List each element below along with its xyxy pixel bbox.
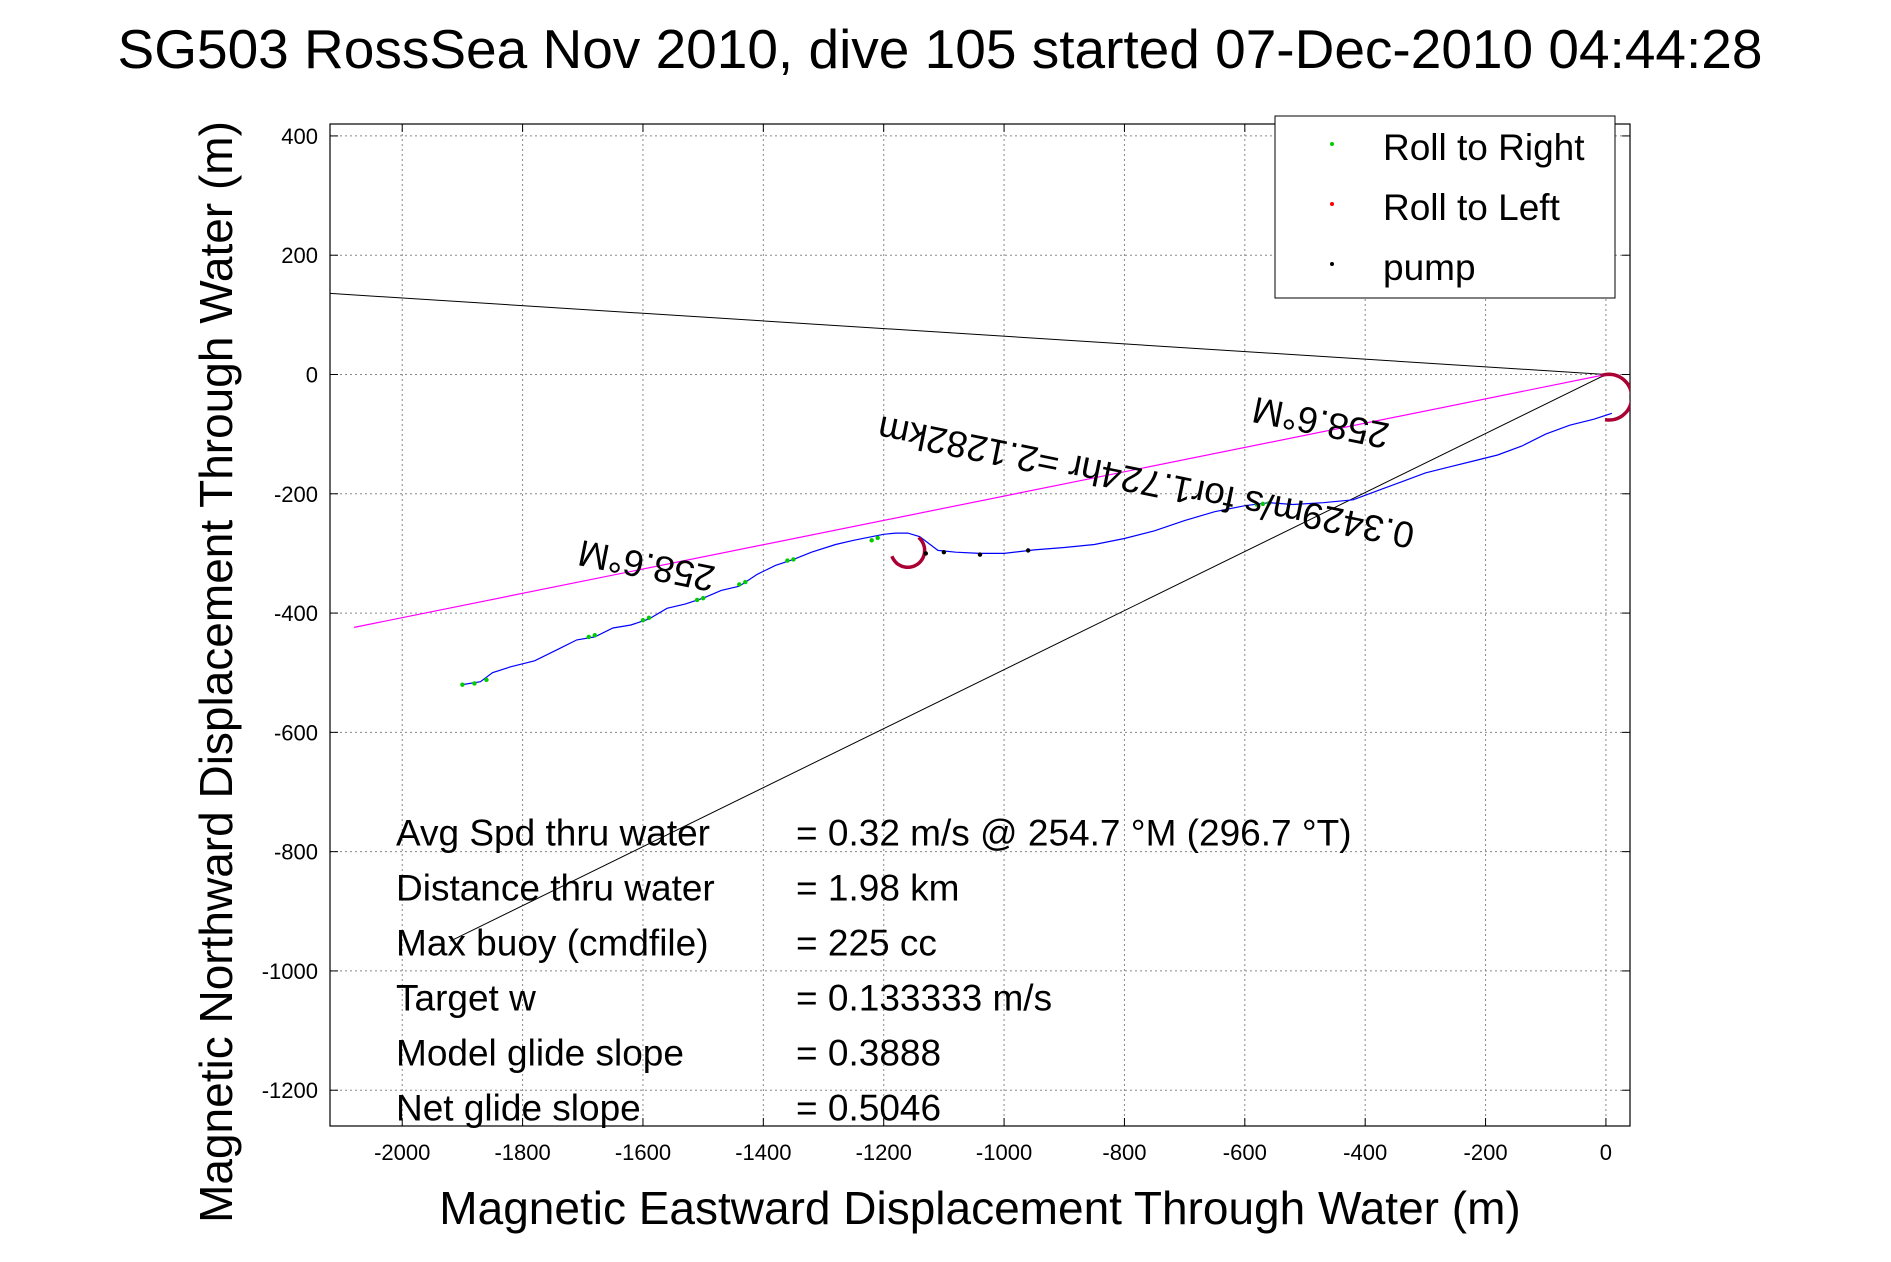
x-tick-label: -1200 bbox=[856, 1140, 912, 1165]
stat-value: = 0.5046 bbox=[796, 1088, 941, 1129]
legend-label: Roll to Left bbox=[1383, 187, 1561, 228]
y-tick-label: 400 bbox=[281, 124, 318, 149]
roll-right-point bbox=[1254, 502, 1260, 507]
x-tick-label: -1600 bbox=[615, 1140, 671, 1165]
pump-point bbox=[941, 550, 947, 555]
y-tick-label: -200 bbox=[274, 482, 318, 507]
roll-right-point bbox=[869, 538, 874, 543]
roll-right-point bbox=[743, 579, 748, 585]
track-line bbox=[462, 412, 1613, 686]
x-tick-label: -1800 bbox=[494, 1140, 550, 1165]
legend-box bbox=[1274, 115, 1616, 299]
annotation-label: 258.6°M bbox=[1249, 389, 1393, 457]
stat-label: Target w bbox=[396, 978, 536, 1019]
legend: Roll to Right Roll to Left pump bbox=[1274, 115, 1616, 299]
roll-right-point bbox=[472, 681, 477, 686]
legend-label: pump bbox=[1383, 247, 1476, 288]
y-tick-label: -600 bbox=[274, 720, 318, 745]
stat-label: Net glide slope bbox=[396, 1088, 641, 1129]
stat-value: = 0.133333 m/s bbox=[796, 978, 1052, 1019]
chart-title: SG503 RossSea Nov 2010, dive 105 started… bbox=[118, 18, 1763, 80]
roll-right-point bbox=[785, 558, 790, 563]
x-tick-label: -2000 bbox=[374, 1140, 430, 1165]
legend-marker bbox=[1330, 142, 1334, 146]
turn-arc bbox=[890, 536, 927, 570]
plot-frame bbox=[329, 123, 1631, 1127]
stat-value: = 0.32 m/s @ 254.7 °M (296.7 °T) bbox=[796, 813, 1352, 854]
x-tick-label: -600 bbox=[1223, 1140, 1267, 1165]
heading-line bbox=[353, 373, 1607, 628]
stat-label: Avg Spd thru water bbox=[396, 813, 710, 854]
roll-right-point bbox=[1260, 501, 1266, 507]
stat-label: Max buoy (cmdfile) bbox=[396, 923, 709, 964]
y-tick-label: -1000 bbox=[262, 959, 318, 984]
stat-value: = 1.98 km bbox=[796, 868, 960, 909]
pump-point bbox=[1025, 548, 1031, 553]
roll-right-point bbox=[646, 615, 652, 621]
roll-right-point bbox=[791, 557, 796, 562]
roll-right-point bbox=[875, 535, 880, 541]
plot-area bbox=[330, 292, 1630, 942]
roll-right-point bbox=[640, 618, 646, 623]
pump-point bbox=[977, 552, 983, 557]
stats-block: Avg Spd thru water = 0.32 m/s @ 254.7 °M … bbox=[396, 813, 1352, 1129]
axes: -2000 -1800 -1600 -1400 -1200 -1000 -800 -600 -4… bbox=[262, 123, 1631, 1165]
x-tick-label: -200 bbox=[1464, 1140, 1508, 1165]
x-axis-label: Magnetic Eastward Displacement Through W… bbox=[439, 1182, 1520, 1234]
stat-value: = 225 cc bbox=[796, 923, 937, 964]
x-tick-label: -400 bbox=[1343, 1140, 1387, 1165]
x-tick-label: -1000 bbox=[976, 1140, 1032, 1165]
stat-label: Distance thru water bbox=[396, 868, 715, 909]
roll-right-point bbox=[484, 677, 489, 683]
y-tick-label: 200 bbox=[281, 243, 318, 268]
roll-right-point bbox=[694, 597, 700, 603]
roll-right-point bbox=[592, 632, 598, 638]
legend-label: Roll to Right bbox=[1383, 127, 1585, 168]
y-tick-label: -400 bbox=[274, 601, 318, 626]
guide-line bbox=[330, 292, 1606, 375]
roll-right-point bbox=[586, 634, 591, 640]
legend-marker bbox=[1330, 262, 1334, 266]
x-tick-label: 0 bbox=[1600, 1140, 1612, 1165]
y-tick-label: 0 bbox=[306, 363, 318, 388]
y-axis-label: Magnetic Northward Displacement Through … bbox=[190, 121, 242, 1223]
x-tick-label: -1400 bbox=[735, 1140, 791, 1165]
y-tick-label: -800 bbox=[274, 840, 318, 865]
x-tick-label: -800 bbox=[1102, 1140, 1146, 1165]
roll-right-point bbox=[1266, 501, 1272, 506]
y-tick-label: -1200 bbox=[262, 1078, 318, 1103]
roll-right-point bbox=[700, 595, 706, 601]
guide-line bbox=[450, 374, 1607, 942]
pump-point bbox=[923, 551, 929, 556]
stat-value: = 0.3888 bbox=[796, 1033, 941, 1074]
turn-arc bbox=[1600, 372, 1630, 422]
annotation-label: 258.6°M bbox=[575, 532, 719, 600]
roll-right-point bbox=[737, 582, 742, 587]
stat-label: Model glide slope bbox=[396, 1033, 684, 1074]
legend-marker bbox=[1330, 202, 1334, 206]
roll-right-point bbox=[460, 682, 465, 687]
